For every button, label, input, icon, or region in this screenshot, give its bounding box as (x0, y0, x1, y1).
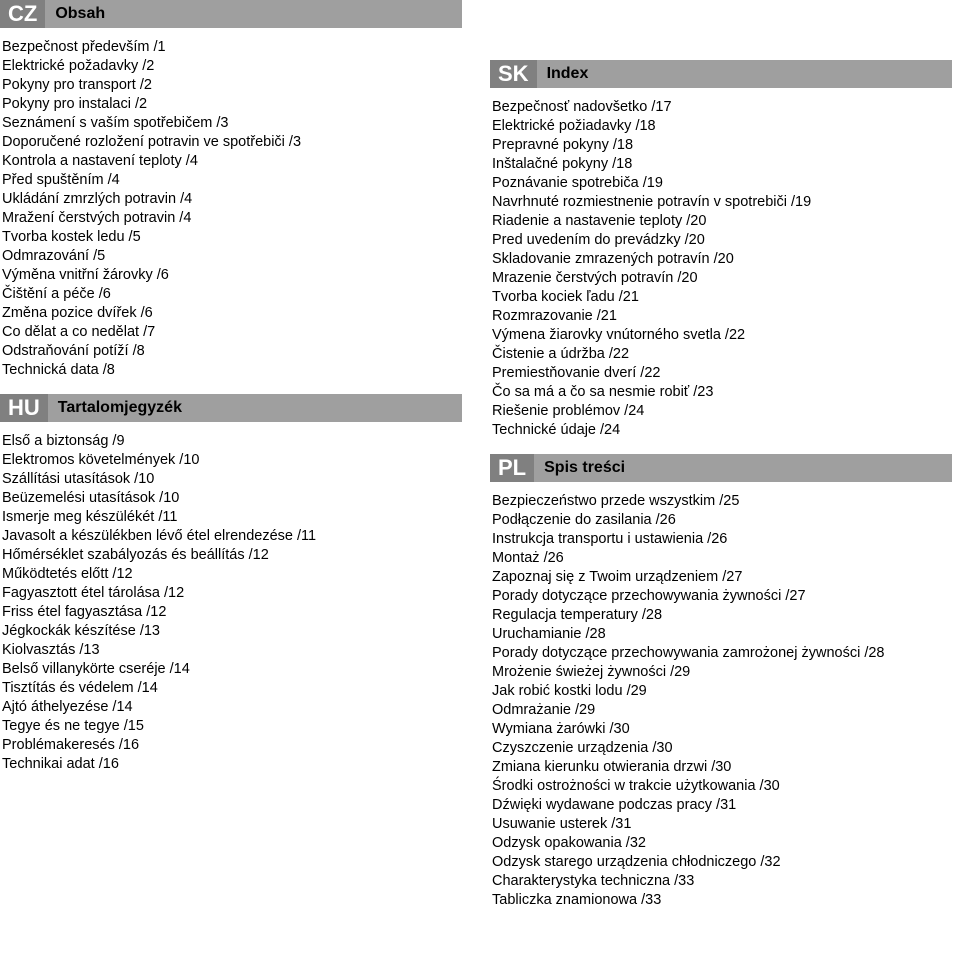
toc-item: Podłączenie do zasilania /26 (492, 511, 952, 530)
toc-list-hu: Első a biztonság /9Elektromos követelmén… (0, 432, 462, 774)
toc-item: Tabliczka znamionowa /33 (492, 891, 952, 910)
toc-item: Zapoznaj się z Twoim urządzeniem /27 (492, 568, 952, 587)
toc-item: Čištění a péče /6 (2, 285, 462, 304)
section-title-cz: Obsah (55, 5, 105, 23)
toc-item: Javasolt a készülékben lévő étel elrende… (2, 527, 462, 546)
toc-item: Zmiana kierunku otwierania drzwi /30 (492, 758, 952, 777)
toc-item: Friss étel fagyasztása /12 (2, 603, 462, 622)
toc-item: Elektrické požadavky /2 (2, 57, 462, 76)
left-section-header-cz: CZ Obsah (0, 0, 462, 28)
toc-item: Čistenie a údržba /22 (492, 345, 952, 364)
toc-item: Pokyny pro instalaci /2 (2, 95, 462, 114)
toc-item: Dźwięki wydawane podczas pracy /31 (492, 796, 952, 815)
right-column: SK Index Bezpečnosť nadovšetko /17Elektric… (490, 0, 960, 924)
toc-item: Tegye és ne tegye /15 (2, 717, 462, 736)
toc-item: Odzysk starego urządzenia chłodniczego /… (492, 853, 952, 872)
toc-item: Seznámení s vaším spotřebičem /3 (2, 114, 462, 133)
toc-item: Kontrola a nastavení teploty /4 (2, 152, 462, 171)
toc-item: Bezpečnosť nadovšetko /17 (492, 98, 952, 117)
toc-item: Első a biztonság /9 (2, 432, 462, 451)
toc-item: Odmrażanie /29 (492, 701, 952, 720)
toc-item: Czyszczenie urządzenia /30 (492, 739, 952, 758)
toc-item: Hőmérséklet szabályozás és beállítás /12 (2, 546, 462, 565)
right-section-header-sk: SK Index (490, 60, 952, 88)
toc-item: Uruchamianie /28 (492, 625, 952, 644)
toc-item: Bezpečnost především /1 (2, 38, 462, 57)
toc-item: Riešenie problémov /24 (492, 402, 952, 421)
toc-item: Odzysk opakowania /32 (492, 834, 952, 853)
toc-item: Mrazenie čerstvých potravín /20 (492, 269, 952, 288)
toc-list-pl: Bezpieczeństwo przede wszystkim /25Podłą… (490, 492, 952, 910)
toc-item: Ukládání zmrzlých potravin /4 (2, 190, 462, 209)
section-title-hu: Tartalomjegyzék (58, 399, 182, 417)
left-column: CZ Obsah Bezpečnost především /1Elektrické… (0, 0, 470, 924)
right-section-header-pl: PL Spis treści (490, 454, 952, 482)
toc-list-sk: Bezpečnosť nadovšetko /17Elektrické poži… (490, 98, 952, 440)
toc-item: Tvorba kostek ledu /5 (2, 228, 462, 247)
left-section-header-hu: HU Tartalomjegyzék (0, 394, 462, 422)
section-title-sk: Index (547, 65, 589, 83)
toc-item: Usuwanie usterek /31 (492, 815, 952, 834)
toc-item: Ismerje meg készülékét /11 (2, 508, 462, 527)
toc-item: Odstraňování potíží /8 (2, 342, 462, 361)
toc-item: Tisztítás és védelem /14 (2, 679, 462, 698)
lang-code-pl: PL (490, 454, 534, 482)
toc-item: Prepravné pokyny /18 (492, 136, 952, 155)
lang-code-cz: CZ (0, 0, 45, 28)
toc-item: Jak robić kostki lodu /29 (492, 682, 952, 701)
toc-item: Skladovanie zmrazených potravín /20 (492, 250, 952, 269)
toc-item: Odmrazování /5 (2, 247, 462, 266)
lang-code-hu: HU (0, 394, 48, 422)
toc-item: Pred uvedením do prevádzky /20 (492, 231, 952, 250)
toc-item: Před spuštěním /4 (2, 171, 462, 190)
toc-item: Szállítási utasítások /10 (2, 470, 462, 489)
toc-item: Poznávanie spotrebiča /19 (492, 174, 952, 193)
toc-item: Změna pozice dvířek /6 (2, 304, 462, 323)
toc-item: Bezpieczeństwo przede wszystkim /25 (492, 492, 952, 511)
toc-item: Navrhnuté rozmiestnenie potravín v spotr… (492, 193, 952, 212)
lang-code-sk: SK (490, 60, 537, 88)
toc-item: Výměna vnitřní žárovky /6 (2, 266, 462, 285)
toc-item: Porady dotyczące przechowywania żywności… (492, 587, 952, 606)
toc-item: Montaż /26 (492, 549, 952, 568)
toc-item: Problémakeresés /16 (2, 736, 462, 755)
toc-item: Mražení čerstvých potravin /4 (2, 209, 462, 228)
toc-item: Mrożenie świeżej żywności /29 (492, 663, 952, 682)
page: CZObsahBezpečnost především /1Elektrické… (0, 0, 960, 924)
toc-item: Doporučené rozložení potravin ve spotřeb… (2, 133, 462, 152)
toc-item: Wymiana żarówki /30 (492, 720, 952, 739)
toc-item: Fagyasztott étel tárolása /12 (2, 584, 462, 603)
toc-item: Rozmrazovanie /21 (492, 307, 952, 326)
toc-item: Működtetés előtt /12 (2, 565, 462, 584)
toc-item: Beüzemelési utasítások /10 (2, 489, 462, 508)
toc-item: Charakterystyka techniczna /33 (492, 872, 952, 891)
toc-item: Technická data /8 (2, 361, 462, 380)
toc-item: Co dělat a co nedělat /7 (2, 323, 462, 342)
toc-item: Porady dotyczące przechowywania zamrożon… (492, 644, 952, 663)
toc-item: Jégkockák készítése /13 (2, 622, 462, 641)
toc-item: Technické údaje /24 (492, 421, 952, 440)
section-title-pl: Spis treści (544, 459, 625, 477)
toc-item: Pokyny pro transport /2 (2, 76, 462, 95)
toc-item: Tvorba kociek ľadu /21 (492, 288, 952, 307)
toc-item: Kiolvasztás /13 (2, 641, 462, 660)
toc-list-cz: Bezpečnost především /1Elektrické požada… (0, 38, 462, 380)
toc-item: Elektromos követelmények /10 (2, 451, 462, 470)
toc-item: Środki ostrożności w trakcie użytkowania… (492, 777, 952, 796)
toc-item: Instrukcja transportu i ustawienia /26 (492, 530, 952, 549)
toc-item: Elektrické požiadavky /18 (492, 117, 952, 136)
toc-item: Čo sa má a čo sa nesmie robiť /23 (492, 383, 952, 402)
toc-item: Výmena žiarovky vnútorného svetla /22 (492, 326, 952, 345)
toc-item: Inštalačné pokyny /18 (492, 155, 952, 174)
toc-item: Riadenie a nastavenie teploty /20 (492, 212, 952, 231)
toc-item: Technikai adat /16 (2, 755, 462, 774)
toc-item: Regulacja temperatury /28 (492, 606, 952, 625)
toc-item: Ajtó áthelyezése /14 (2, 698, 462, 717)
toc-item: Premiestňovanie dverí /22 (492, 364, 952, 383)
toc-item: Belső villanykörte cseréje /14 (2, 660, 462, 679)
